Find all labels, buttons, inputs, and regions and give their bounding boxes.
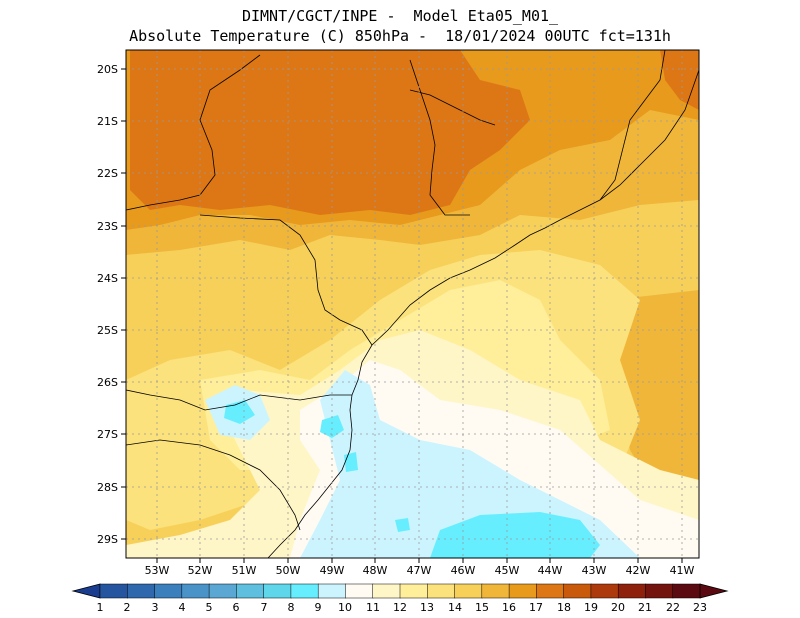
lat-label: 21S — [97, 115, 118, 128]
lon-label: 48W — [363, 564, 388, 577]
lon-label: 53W — [145, 564, 170, 577]
colorbar-cell — [645, 583, 674, 599]
field-18c-ne — [660, 50, 699, 110]
colorbar-label: 21 — [638, 601, 652, 614]
colorbar-label: 7 — [261, 601, 268, 614]
colorbar: 1 2 3 4 5 6 7 8 9 10 11 12 13 14 15 16 1… — [71, 583, 729, 614]
colorbar-cell — [536, 583, 565, 599]
colorbar-label: 3 — [152, 601, 159, 614]
lon-label: 47W — [407, 564, 432, 577]
colorbar-cell — [454, 583, 483, 599]
colorbar-cells — [99, 583, 701, 599]
colorbar-label: 20 — [611, 601, 625, 614]
graticule — [126, 50, 699, 558]
colorbar-cell — [154, 583, 183, 599]
field-9c-south — [430, 512, 600, 558]
lon-label: 44W — [538, 564, 563, 577]
latitude-labels: 20S 21S 22S 23S 24S 25S 26S 27S 28S 29S — [97, 63, 118, 546]
lon-label: 42W — [626, 564, 651, 577]
title-line-2: Absolute Temperature (C) 850hPa - 18/01/… — [129, 27, 671, 45]
colorbar-label: 11 — [366, 601, 380, 614]
colorbar-arrow-right — [699, 583, 729, 599]
border-es — [599, 50, 666, 201]
field-18c — [130, 50, 530, 215]
field-9c-c — [395, 518, 410, 532]
plot-frame — [125, 49, 700, 559]
colorbar-cell — [372, 583, 401, 599]
colorbar-label: 10 — [338, 601, 352, 614]
colorbar-cell — [481, 583, 510, 599]
field-16c-east — [610, 290, 699, 520]
colorbar-cell — [99, 583, 128, 599]
lon-label: 49W — [320, 564, 345, 577]
colorbar-label: 17 — [529, 601, 543, 614]
colorbar-label: 19 — [584, 601, 598, 614]
colorbar-label: 2 — [124, 601, 131, 614]
colorbar-cell — [617, 583, 647, 599]
colorbar-cell — [127, 583, 156, 599]
lat-label: 25S — [97, 324, 118, 337]
colorbar-label: 1 — [97, 601, 104, 614]
colorbar-cell — [508, 583, 538, 599]
colorbar-cell — [263, 583, 292, 599]
lat-label: 23S — [97, 220, 118, 233]
colorbar-cell — [563, 583, 592, 599]
title-line-1: DIMNT/CGCT/INPE - Model Eta05_M01_ — [241, 7, 559, 25]
colorbar-label: 12 — [393, 601, 407, 614]
lon-label: 41W — [670, 564, 695, 577]
lat-label: 24S — [97, 272, 118, 285]
border-rio — [409, 89, 496, 126]
colorbar-label: 23 — [693, 601, 707, 614]
lon-label: 46W — [451, 564, 476, 577]
longitude-labels: 53W 52W 51W 50W 49W 48W 47W 46W 45W 44W … — [145, 564, 695, 577]
lon-label: 45W — [495, 564, 520, 577]
lon-label: 52W — [188, 564, 213, 577]
colorbar-label: 9 — [315, 601, 322, 614]
field-9c-d — [344, 452, 358, 472]
lon-label: 51W — [232, 564, 257, 577]
field-9c-b — [224, 400, 255, 424]
colorbar-arrow-left — [71, 583, 101, 599]
colorbar-label: 14 — [448, 601, 462, 614]
border-pr — [199, 214, 373, 346]
colorbar-cell — [181, 583, 210, 599]
colorbar-cell — [399, 583, 428, 599]
border-mg — [409, 59, 470, 216]
colorbar-cell — [590, 583, 619, 599]
colorbar-cell — [672, 583, 701, 599]
lat-label: 22S — [97, 167, 118, 180]
colorbar-label: 5 — [206, 601, 213, 614]
border-ms — [126, 54, 261, 211]
lat-label: 28S — [97, 481, 118, 494]
colorbar-label: 16 — [502, 601, 516, 614]
lat-label: 26S — [97, 376, 118, 389]
lat-label: 27S — [97, 428, 118, 441]
colorbar-label: 18 — [557, 601, 571, 614]
temperature-field — [126, 50, 699, 558]
lat-label: 20S — [97, 63, 118, 76]
colorbar-cell — [427, 583, 456, 599]
field-9c-a — [320, 415, 344, 438]
colorbar-label: 22 — [666, 601, 680, 614]
colorbar-label: 15 — [475, 601, 489, 614]
colorbar-cell — [236, 583, 265, 599]
political-boundaries — [126, 50, 699, 558]
colorbar-label: 6 — [233, 601, 240, 614]
colorbar-label: 4 — [179, 601, 186, 614]
colorbar-cell — [317, 583, 347, 599]
colorbar-labels: 1 2 3 4 5 6 7 8 9 10 11 12 13 14 15 16 1… — [97, 601, 708, 614]
colorbar-label: 8 — [288, 601, 295, 614]
lon-label: 43W — [582, 564, 607, 577]
axis-ticks — [121, 68, 683, 563]
border-sc — [126, 389, 352, 411]
lon-label: 50W — [276, 564, 301, 577]
colorbar-cell — [345, 583, 374, 599]
field-10c — [300, 370, 640, 558]
colorbar-cell — [290, 583, 319, 599]
colorbar-label: 13 — [420, 601, 434, 614]
border-rs — [126, 439, 301, 531]
lat-label: 29S — [97, 533, 118, 546]
colorbar-cell — [208, 583, 238, 599]
